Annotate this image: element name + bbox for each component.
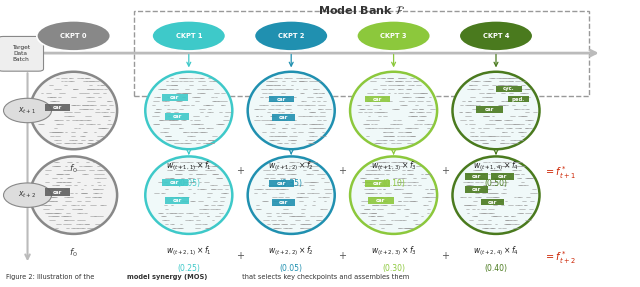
Text: $w_{(t+1,3)}\times f_3$: $w_{(t+1,3)}\times f_3$ [371,159,417,173]
Ellipse shape [460,21,532,51]
Text: that selects key checkpoints and assembles them: that selects key checkpoints and assembl… [240,274,409,280]
Ellipse shape [357,21,431,51]
Text: car: car [53,105,62,110]
Text: car: car [173,198,182,203]
Ellipse shape [145,72,232,149]
FancyBboxPatch shape [491,173,514,180]
Text: (0.30): (0.30) [382,264,405,273]
Text: +: + [339,166,346,177]
Text: (0.35): (0.35) [280,179,303,188]
Text: +: + [441,251,449,261]
Text: car: car [170,95,179,100]
FancyBboxPatch shape [45,104,70,111]
Text: $f_0$: $f_0$ [69,247,78,259]
Text: model synergy (MOS): model synergy (MOS) [127,274,207,280]
Ellipse shape [37,21,111,51]
Text: (0.50): (0.50) [484,179,508,188]
Ellipse shape [3,98,51,123]
Text: $x_{t+2}$: $x_{t+2}$ [19,190,36,200]
Text: car: car [498,174,507,179]
Ellipse shape [30,72,117,149]
Ellipse shape [452,72,540,149]
Text: CKPT 2: CKPT 2 [278,33,305,39]
Ellipse shape [30,156,117,234]
Ellipse shape [248,156,335,234]
FancyBboxPatch shape [165,113,189,120]
Text: car: car [376,198,385,203]
Text: Figure 2: Illustration of the: Figure 2: Illustration of the [6,274,97,280]
Text: car: car [472,174,481,179]
Text: car: car [53,190,62,195]
Text: $= f^*_{t+2}$: $= f^*_{t+2}$ [544,249,576,266]
Text: $f_0$: $f_0$ [69,162,78,175]
Text: car: car [373,96,382,102]
FancyBboxPatch shape [508,96,529,102]
Ellipse shape [3,183,51,207]
Text: Target
Data
Batch: Target Data Batch [12,45,30,62]
Text: $w_{(t+2,1)}\times f_1$: $w_{(t+2,1)}\times f_1$ [166,244,212,258]
Text: (0.05): (0.05) [177,179,200,188]
Text: CKPT 4: CKPT 4 [483,33,509,39]
Text: $w_{(t+1,1)}\times f_1$: $w_{(t+1,1)}\times f_1$ [166,159,212,173]
Text: cyc.: cyc. [503,86,515,92]
Ellipse shape [248,72,335,149]
Text: ped.: ped. [512,96,525,102]
FancyBboxPatch shape [365,180,390,187]
FancyBboxPatch shape [45,188,70,196]
Text: car: car [173,114,182,119]
FancyBboxPatch shape [481,199,504,205]
FancyBboxPatch shape [0,36,44,71]
Text: (0.10): (0.10) [382,179,405,188]
Text: $w_{(t+1,4)}\times f_4$: $w_{(t+1,4)}\times f_4$ [473,159,519,173]
Text: (0.05): (0.05) [280,264,303,273]
Text: car: car [277,96,286,102]
FancyBboxPatch shape [272,114,296,121]
Text: +: + [236,166,244,177]
Ellipse shape [452,156,540,234]
Text: car: car [279,115,288,120]
Text: car: car [277,181,286,186]
Text: $= f^*_{t+1}$: $= f^*_{t+1}$ [544,164,576,181]
Text: car: car [485,106,494,112]
Text: Model Bank $\mathcal{F}$: Model Bank $\mathcal{F}$ [318,4,405,16]
Text: (0.40): (0.40) [484,264,508,273]
Text: CKPT 1: CKPT 1 [175,33,202,39]
FancyBboxPatch shape [162,94,188,101]
Text: car: car [279,200,288,205]
Text: car: car [170,180,179,185]
Text: car: car [488,200,497,205]
Text: (0.25): (0.25) [177,264,200,273]
Text: $w_{(t+2,4)}\times f_4$: $w_{(t+2,4)}\times f_4$ [473,244,519,258]
Ellipse shape [350,156,437,234]
FancyBboxPatch shape [496,86,522,92]
FancyBboxPatch shape [476,106,503,113]
FancyBboxPatch shape [465,173,488,180]
FancyBboxPatch shape [272,199,296,206]
FancyBboxPatch shape [368,197,394,204]
Text: $w_{(t+1,2)}\times f_2$: $w_{(t+1,2)}\times f_2$ [268,159,314,173]
Ellipse shape [145,156,232,234]
FancyBboxPatch shape [465,186,488,193]
Text: +: + [441,166,449,177]
Text: CKPT 3: CKPT 3 [380,33,407,39]
Text: +: + [339,251,346,261]
FancyBboxPatch shape [269,180,294,187]
FancyBboxPatch shape [162,179,188,186]
FancyBboxPatch shape [269,96,294,102]
Text: car: car [472,187,481,192]
Text: CKPT 0: CKPT 0 [60,33,87,39]
Text: $w_{(t+2,2)}\times f_2$: $w_{(t+2,2)}\times f_2$ [268,244,314,258]
FancyBboxPatch shape [165,197,189,204]
FancyBboxPatch shape [365,96,390,102]
Ellipse shape [350,72,437,149]
Text: $w_{(t+2,3)}\times f_3$: $w_{(t+2,3)}\times f_3$ [371,244,417,258]
Text: car: car [373,181,382,186]
Text: +: + [236,251,244,261]
Ellipse shape [254,21,328,51]
Ellipse shape [152,21,226,51]
Text: $x_{t+1}$: $x_{t+1}$ [19,105,36,116]
